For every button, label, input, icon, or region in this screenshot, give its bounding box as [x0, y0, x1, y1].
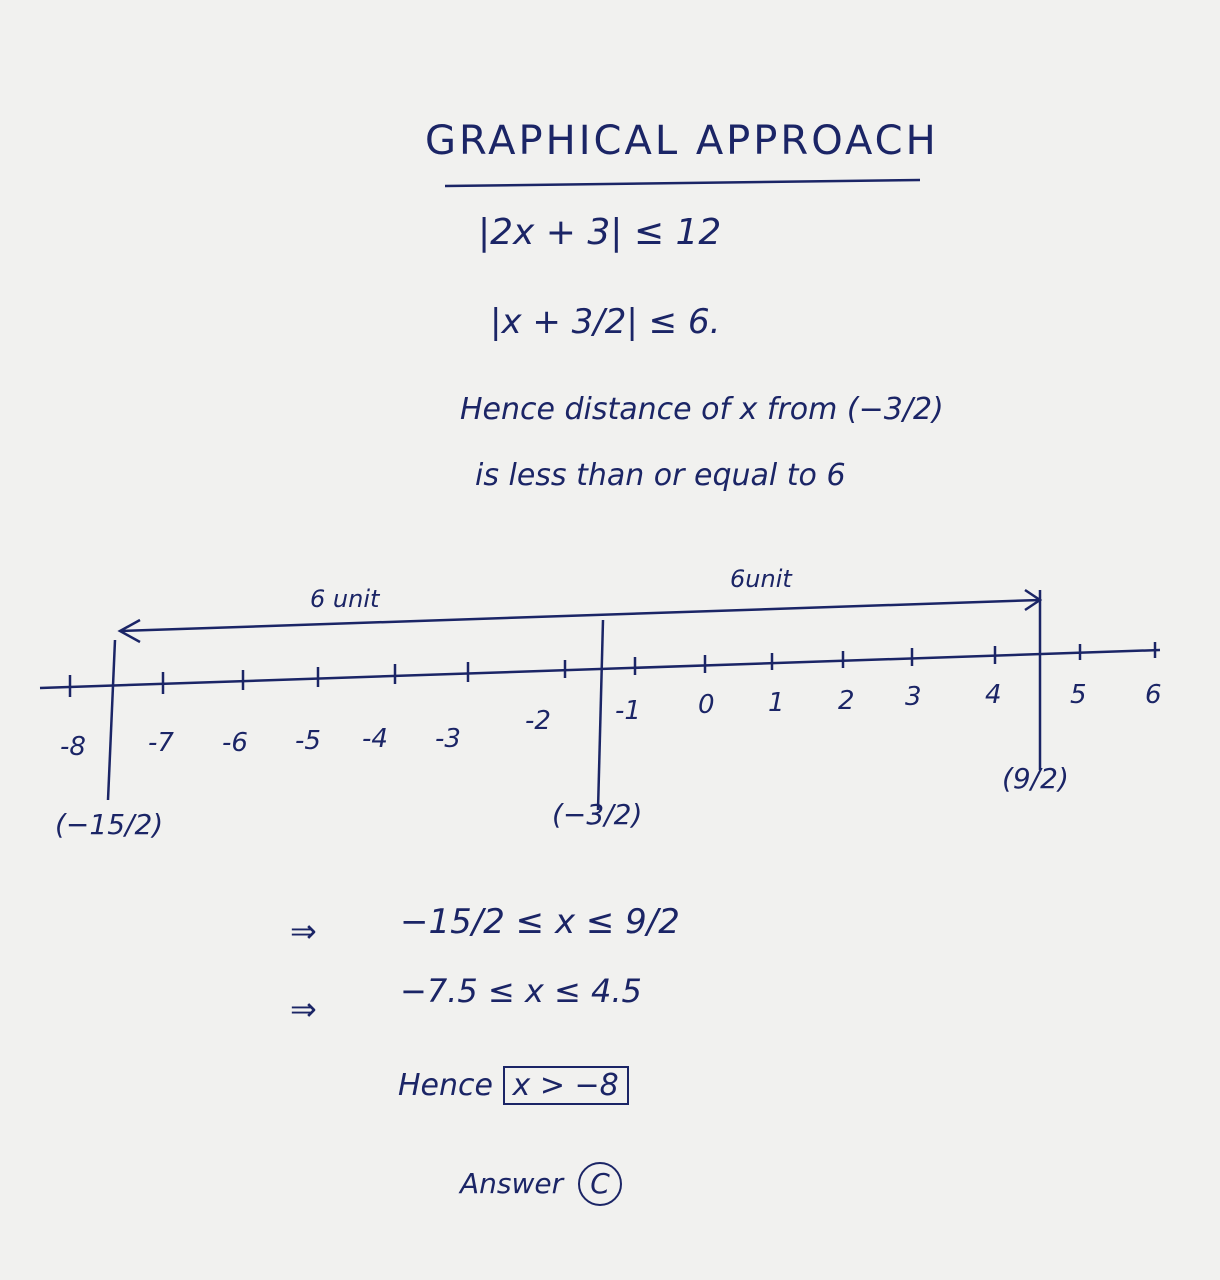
- equation-2: |x + 3/2| ≤ 6.: [490, 302, 721, 342]
- tick-label: -8: [60, 732, 86, 762]
- marker-line-minus-15-2: [106, 639, 117, 801]
- tick-label: -1: [615, 696, 641, 726]
- boxed-result: x > −8: [502, 1066, 629, 1105]
- marker-line-minus-3-2: [596, 619, 605, 811]
- implies-arrow: ⇒: [290, 990, 317, 1028]
- tick-label: -2: [525, 706, 551, 736]
- tick-label: 4: [985, 680, 1002, 710]
- tick-label: 6: [1145, 680, 1162, 710]
- step-2: −7.5 ≤ x ≤ 4.5: [400, 972, 642, 1010]
- explanation-line-1: Hence distance of x from (−3/2): [460, 392, 944, 427]
- left-arrowhead: [117, 618, 141, 644]
- tick-label: 3: [905, 682, 922, 712]
- tick-label: -3: [435, 724, 461, 754]
- span-arrow-line: [119, 598, 1041, 633]
- marker-label-9-2: (9/2): [1002, 762, 1069, 795]
- tick-label: -5: [295, 726, 321, 756]
- tick-label: 0: [698, 690, 715, 720]
- tick-label: -6: [222, 728, 248, 758]
- tick-label: 5: [1070, 680, 1087, 710]
- answer-choice: C: [578, 1162, 623, 1206]
- conclusion-prefix: Hence: [398, 1068, 493, 1103]
- left-span-label: 6 unit: [310, 585, 380, 613]
- tick-label: 2: [838, 686, 855, 716]
- equation-1: |2x + 3| ≤ 12: [478, 212, 722, 253]
- page-title: GRAPHICAL APPROACH: [425, 118, 939, 164]
- tick-label: -7: [148, 728, 174, 758]
- answer: Answer C: [460, 1162, 623, 1206]
- right-span-label: 6unit: [730, 565, 792, 593]
- tick-label: 1: [768, 688, 785, 718]
- marker-label-minus-3-2: (−3/2): [552, 798, 643, 831]
- answer-label: Answer: [460, 1167, 564, 1200]
- conclusion: Hence x > −8: [398, 1066, 629, 1105]
- title-underline: [444, 178, 921, 188]
- number-line-axis: [39, 648, 1161, 690]
- step-1: −15/2 ≤ x ≤ 9/2: [400, 902, 680, 942]
- explanation-line-2: is less than or equal to 6: [475, 458, 846, 493]
- tick-label: -4: [362, 724, 388, 754]
- marker-label-minus-15-2: (−15/2): [55, 808, 164, 841]
- implies-arrow: ⇒: [290, 912, 317, 950]
